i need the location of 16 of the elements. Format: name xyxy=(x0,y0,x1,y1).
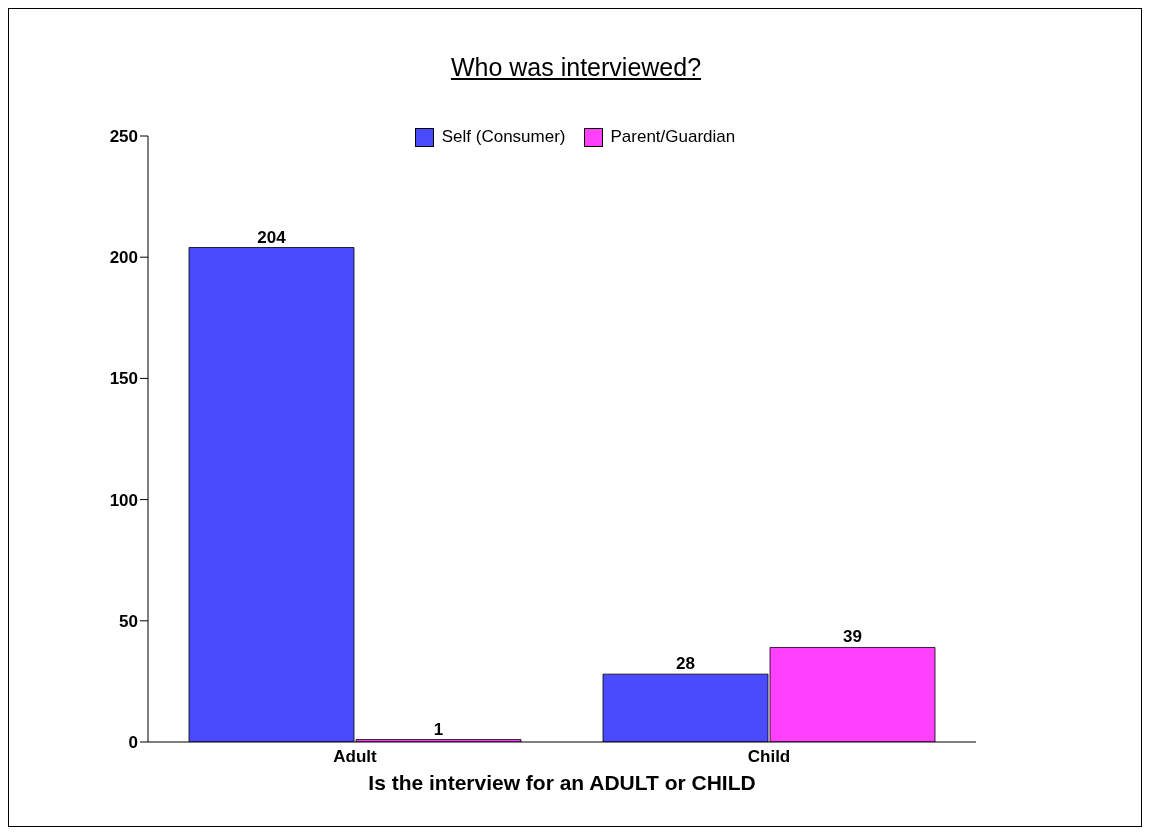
data-label: 1 xyxy=(433,719,444,739)
x-tick-label: Adult xyxy=(333,747,378,767)
legend-label: Self (Consumer) xyxy=(441,127,566,147)
y-tick-label: 100 xyxy=(109,490,138,510)
data-label: 39 xyxy=(843,627,862,647)
data-label: 204 xyxy=(257,227,287,247)
y-tick-label: 150 xyxy=(109,369,138,389)
y-tick-label: 50 xyxy=(119,611,138,631)
legend-label: Parent/Guardian xyxy=(610,127,736,147)
data-label: 28 xyxy=(676,654,695,674)
x-axis-title: Is the interview for an ADULT or CHILD xyxy=(368,771,756,794)
y-tick-label: 250 xyxy=(109,127,138,147)
x-tick-label: Child xyxy=(747,747,791,767)
chart-title: Who was interviewed? xyxy=(449,53,703,82)
y-tick-label: 0 xyxy=(128,733,138,753)
y-tick-label: 200 xyxy=(109,248,138,268)
